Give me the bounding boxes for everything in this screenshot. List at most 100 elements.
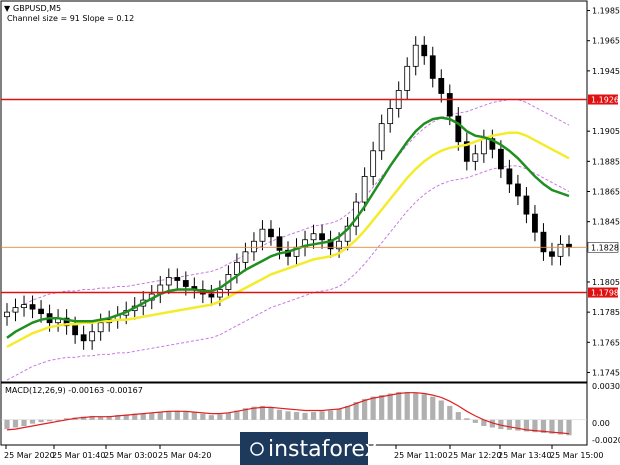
x-tick-label: 25 Mar 13:40 [498,451,551,460]
candle-body [259,228,266,242]
candle-body [12,307,19,313]
candle-body [549,251,555,257]
macd-histogram-bar [540,419,547,433]
macd-histogram-bar [89,415,95,420]
candle-body [361,176,368,203]
macd-histogram-bar [268,407,274,420]
macd-histogram-bar [276,409,283,420]
y-tick-label: 1.1945 [592,67,620,76]
candle-body [515,183,521,197]
level-price-tag [588,287,618,298]
main-plot-frame [0,0,588,383]
macd-histogram-bar [29,419,36,424]
candle-body [438,78,445,94]
candle-body [472,153,479,162]
macd-histogram-bar [21,419,27,426]
macd-histogram-bar [455,412,461,420]
macd-histogram-bar [98,416,104,420]
macd-histogram-bar [208,415,214,420]
candle-body [378,123,385,152]
candle-body [455,115,462,143]
macd-signal-line [6,392,570,435]
macd-histogram-bar [387,393,393,420]
macd-histogram-bar [115,415,121,420]
candle-body [523,195,530,215]
candle-body [566,243,572,248]
current-price-label: 1.1828 [591,243,619,252]
macd-histogram-bar [430,396,436,420]
macd-histogram-bar [183,411,189,420]
candle-body [208,293,215,298]
candle-body [319,233,325,241]
y-tick-label: 1.1845 [592,218,620,227]
candle-body [29,304,36,310]
ma-fast-line [6,116,570,339]
channel-lower-line [6,165,570,381]
macd-histogram-bar [438,400,444,420]
watermark-logo-icon [250,442,264,456]
macd-histogram-bar [38,419,44,423]
macd-histogram-bar [310,412,317,420]
macd-histogram-bar [242,408,249,420]
macd-tick-label: -0.00204 [592,436,620,445]
candle-body [429,55,436,79]
macd-histogram-bar [421,394,427,420]
macd-histogram-bar [259,405,266,420]
x-tick-label: 25 Mar 04:20 [158,451,211,460]
macd-histogram-bar [251,406,257,420]
candle-body [38,308,44,315]
channel-group [6,99,570,381]
candle-body [276,236,283,251]
macd-histogram-bar [464,418,470,420]
macd-histogram-bar [55,419,61,421]
y-tick-label: 1.1905 [592,127,620,136]
macd-histogram-bar [285,411,291,420]
candle-body [421,44,428,57]
x-tick-label: 25 Mar 01:40 [52,451,105,460]
x-tick-label: 25 Mar 12:20 [448,451,501,460]
candle-body [21,304,27,309]
macd-histogram-bar [81,416,87,420]
candle-body [165,277,172,286]
channel-info: Channel size = 91 Slope = 0.12 [7,14,134,23]
svg-text:instaforex: instaforex [268,437,378,462]
candle-body [336,240,342,250]
symbol-caret[interactable]: ▼ [4,4,11,13]
y-tick-label: 1.1985 [592,7,620,16]
current-price-tag [587,242,619,253]
candle-body [97,322,104,333]
macd-histogram-bar [302,412,308,420]
macd-group: 0.00304 0.00 -0.00204 [1,382,620,445]
macd-histogram-bar [166,411,172,420]
macd-histogram-bar [362,398,368,420]
candle-body [72,325,79,336]
macd-histogram-bar [498,419,504,430]
y-tick-label: 1.1865 [592,188,620,197]
candle-body [89,331,96,342]
candle-body [182,280,189,287]
macd-histogram-bar [472,419,478,423]
macd-histogram-bar [396,391,402,420]
y-tick-label: 1.1965 [592,37,620,46]
macd-histogram-bar [174,410,180,420]
candle-body [463,141,470,162]
y-tick-label: 1.1885 [592,157,620,166]
macd-histogram-bar [549,419,555,434]
candle-body [497,148,504,170]
candle-body [446,93,453,117]
macd-histogram-bar [532,419,538,433]
macd-histogram-bar [149,412,155,420]
macd-histogram-bar [132,413,138,420]
macd-histogram-bar [123,414,129,420]
ma-slow-line [6,131,570,348]
macd-histogram-bar [234,410,240,420]
candle-body [370,150,377,177]
candle-body [80,334,87,342]
watermark: instaforex [240,432,378,465]
macd-histogram-bar [4,419,10,430]
candle-body [404,65,411,91]
candle-body [4,311,10,318]
candle-body [327,239,334,250]
